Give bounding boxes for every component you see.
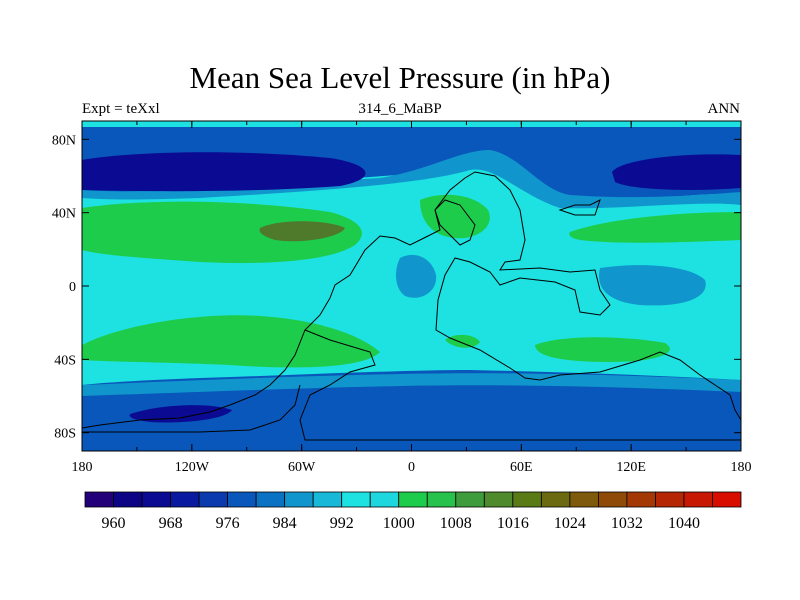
contour-green-north	[82, 201, 362, 264]
axis-labels: 180 120W 60W 0 60E 120E 180 80N 40N 0 40S 80S	[52, 133, 752, 475]
contour-darkblue-northwest	[82, 152, 366, 192]
coastline-east-islands	[558, 199, 601, 216]
y-tick-label: 0	[69, 280, 76, 295]
colorbar-swatch	[626, 491, 656, 508]
colorbar-label: 976	[216, 515, 240, 532]
contour-green-south-west	[82, 315, 380, 368]
colorbar-swatch	[198, 491, 229, 508]
colorbar-swatch	[483, 491, 514, 508]
colorbar-swatch	[284, 491, 314, 508]
coastline-continental-block	[329, 171, 741, 421]
contour-darkblue-south	[129, 405, 232, 423]
contour-darkblue-northeast	[612, 154, 741, 190]
contour-green-south-east	[535, 337, 670, 362]
contour-darkgreen-core	[259, 221, 345, 242]
colorbar-label: 984	[273, 515, 297, 532]
period-label: 314_6_MaBP	[358, 101, 442, 117]
colorbar-label: 992	[330, 515, 354, 532]
y-tick-label: 80N	[52, 133, 76, 148]
colorbar-swatch	[569, 491, 599, 508]
colorbar-label: 960	[102, 515, 126, 532]
coastline-southern-edge	[82, 384, 301, 433]
experiment-label: Expt = teXxl	[82, 101, 160, 117]
y-tick-label: 80S	[54, 427, 76, 442]
contour-green-east	[569, 212, 741, 243]
pressure-field	[82, 121, 741, 451]
colorbar-label: 968	[159, 515, 183, 532]
colorbar-label: 1032	[611, 515, 643, 532]
contour-green-asia	[420, 194, 490, 239]
coastlines	[82, 171, 741, 441]
contour-lightblue-north	[82, 150, 741, 209]
colorbar-swatch	[369, 491, 400, 508]
y-tick-label: 40N	[52, 207, 76, 222]
x-tick-label: 180	[731, 460, 752, 475]
colorbar-label: 1024	[554, 515, 586, 532]
colorbar-swatch	[426, 491, 457, 508]
colorbar-swatch	[170, 491, 200, 508]
y-tick-label: 40S	[54, 353, 76, 368]
colorbar-label: 1000	[383, 515, 415, 532]
colorbar-swatch	[712, 491, 742, 508]
coastline-mid-landmass	[299, 329, 741, 441]
x-tick-label: 60E	[510, 460, 533, 475]
x-tick-label: 120W	[175, 460, 210, 475]
colorbar-swatch	[341, 491, 371, 508]
colorbar-swatch	[113, 491, 143, 508]
season-label: ANN	[707, 101, 741, 117]
contour-lightblue-atlantic	[395, 254, 437, 298]
map-title: Mean Sea Level Pressure (in hPa)	[189, 60, 611, 95]
coastline-asia-coast	[434, 199, 476, 246]
x-tick-label: 0	[408, 460, 415, 475]
colorbar-swatch	[655, 491, 685, 508]
colorbar-swatch	[597, 491, 628, 508]
x-tick-label: 60W	[288, 460, 316, 475]
colorbar-label: 1016	[497, 515, 529, 532]
colorbar-swatch	[141, 491, 171, 508]
colorbar-swatch	[398, 491, 428, 508]
x-tick-label: 180	[72, 460, 93, 475]
colorbar-label: 1008	[440, 515, 472, 532]
axis-ticks	[81, 121, 742, 451]
colorbar-swatch	[512, 491, 542, 508]
colorbar-swatch	[455, 491, 485, 508]
contour-lightblue-south	[82, 373, 741, 396]
colorbar-swatch	[84, 491, 114, 508]
colorbar-label: 1040	[668, 515, 700, 532]
colorbar-swatch	[312, 491, 343, 508]
x-tick-label: 120E	[616, 460, 646, 475]
contour-lightblue-pacific	[599, 265, 706, 306]
colorbar-swatch	[540, 491, 571, 508]
colorbar-swatch	[227, 491, 257, 508]
colorbar-swatch	[255, 491, 286, 508]
colorbar-swatch	[683, 491, 713, 508]
contour-green-small	[445, 334, 480, 348]
colorbar: 960 968 976 984 992 1000 1008 1016 1024 1032 1040	[84, 491, 742, 532]
